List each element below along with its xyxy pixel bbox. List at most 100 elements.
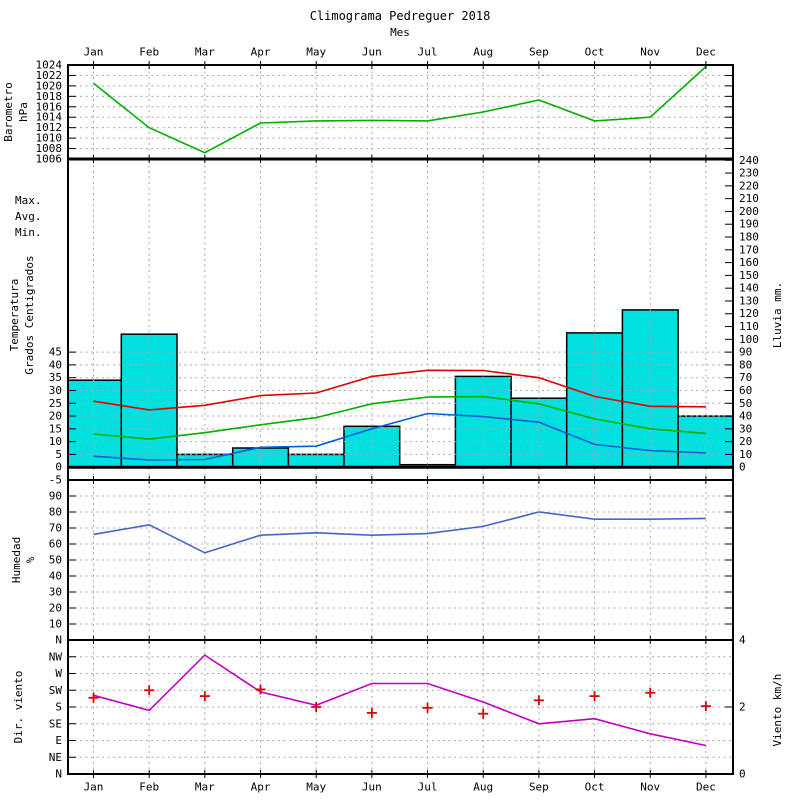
month-label-bottom: Feb <box>139 781 159 794</box>
wind-dir-tick-label: W <box>55 667 62 680</box>
rain-tick-label: 120 <box>739 307 759 320</box>
month-label-top: Apr <box>251 46 271 59</box>
rain-tick-label: 200 <box>739 205 759 218</box>
pressure-tick-label: 1020 <box>36 79 63 92</box>
rain-tick-label: 190 <box>739 218 759 231</box>
rain-tick-label: 60 <box>739 384 752 397</box>
humidity-ylabel-line2: % <box>24 556 37 563</box>
wind-dir-tick-label: N <box>55 768 62 781</box>
temp-tick-label: 35 <box>49 371 62 384</box>
pressure-tick-label: 1018 <box>36 90 63 103</box>
month-label-top: Aug <box>473 46 493 59</box>
month-label-top: Feb <box>139 46 159 59</box>
wind-dir-tick-label: SW <box>49 684 63 697</box>
month-label-top: Dec <box>696 46 716 59</box>
pressure-tick-label: 1022 <box>36 69 63 82</box>
temp-tick-label: 45 <box>49 346 62 359</box>
legend-avg-label: Avg. <box>15 210 42 223</box>
month-label-bottom: Sep <box>529 781 549 794</box>
rain-tick-label: 0 <box>739 461 746 474</box>
pressure-tick-label: 1012 <box>36 121 63 134</box>
legend-min-label: Min. <box>15 226 42 239</box>
month-label-top: May <box>306 46 326 59</box>
wind-dir-tick-label: NE <box>49 751 62 764</box>
temp-max-line <box>93 369 706 411</box>
humidity-line <box>93 511 706 554</box>
barometer-line <box>93 66 707 154</box>
rain-tick-label: 150 <box>739 269 759 282</box>
rain-tick-label: 70 <box>739 371 752 384</box>
x-axis-title: Mes <box>390 26 410 39</box>
humidity-tick-label: 50 <box>49 554 62 567</box>
temperature-ylabel-line1: Temperatura <box>8 279 21 352</box>
humidity-tick-label: 20 <box>49 602 62 615</box>
rain-tick-label: 180 <box>739 231 759 244</box>
wind-dir-tick-label: NW <box>49 650 63 663</box>
wind-speed-ylabel: Viento km/h <box>771 674 784 747</box>
wind-dir-tick-label: SE <box>49 717 62 730</box>
humidity-tick-label: 30 <box>49 586 62 599</box>
temp-avg-line <box>93 395 706 440</box>
month-label-bottom: Jul <box>418 781 438 794</box>
temp-tick-label: 15 <box>49 422 62 435</box>
humidity-tick-label: 70 <box>49 522 62 535</box>
month-label-top: Oct <box>585 46 605 59</box>
rain-bar-May <box>287 453 345 468</box>
rain-tick-label: 80 <box>739 358 752 371</box>
rain-tick-label: 240 <box>739 154 759 167</box>
wind-speed-tick-label: 4 <box>739 634 746 647</box>
month-label-bottom: Oct <box>585 781 605 794</box>
rain-tick-label: 10 <box>739 448 752 461</box>
rain-tick-label: 220 <box>739 179 759 192</box>
month-label-top: Jun <box>362 46 382 59</box>
wind-dir-tick-label: N <box>55 634 62 647</box>
rain-tick-label: 140 <box>739 282 759 295</box>
month-label-bottom: Mar <box>195 781 215 794</box>
rain-tick-label: 170 <box>739 243 759 256</box>
rain-tick-label: 40 <box>739 410 752 423</box>
humidity-tick-label: 40 <box>49 570 62 583</box>
chart-title: Climograma Pedreguer 2018 <box>310 9 491 23</box>
pressure-tick-label: 1008 <box>36 142 63 155</box>
humidity-tick-label: 60 <box>49 538 62 551</box>
rain-tick-label: 30 <box>739 422 752 435</box>
month-label-top: Sep <box>529 46 549 59</box>
rain-tick-label: 90 <box>739 346 752 359</box>
wind-direction-ylabel: Dir. viento <box>12 671 25 744</box>
pressure-tick-label: 1024 <box>36 59 63 72</box>
series-layer <box>93 66 707 747</box>
temp-tick-label: 10 <box>49 435 62 448</box>
wind-speed-tick-label: 2 <box>739 701 746 714</box>
temp-tick-label: 0 <box>55 461 62 474</box>
temp-tick-label: 5 <box>55 448 62 461</box>
pressure-tick-label: 1014 <box>36 111 63 124</box>
rain-bar-Nov <box>621 309 679 468</box>
wind-dir-tick-label: E <box>55 734 62 747</box>
rain-tick-label: 160 <box>739 256 759 269</box>
pressure-tick-label: 1016 <box>36 100 63 113</box>
month-label-bottom: Aug <box>473 781 493 794</box>
barometer-ylabel-line1: Barometro <box>2 82 15 142</box>
rain-tick-label: 110 <box>739 320 759 333</box>
humidity-tick-label: 80 <box>49 506 62 519</box>
humidity-tick-label: 90 <box>49 490 62 503</box>
wind-speed-tick-label: 0 <box>739 768 746 781</box>
month-label-top: Mar <box>195 46 215 59</box>
rain-tick-label: 50 <box>739 397 752 410</box>
rain-bar-Jan <box>67 379 123 468</box>
month-label-top: Jul <box>418 46 438 59</box>
wind-dir-tick-label: S <box>55 701 62 714</box>
rain-tick-label: 20 <box>739 435 752 448</box>
month-label-bottom: Apr <box>251 781 271 794</box>
month-label-top: Nov <box>640 46 660 59</box>
grid-layer <box>69 66 732 773</box>
tick-layer <box>68 61 733 778</box>
rain-ylabel: Lluvia mm. <box>771 282 784 348</box>
temp-tick-label: -5 <box>49 474 62 487</box>
month-label-bottom: Jan <box>84 781 104 794</box>
temp-tick-label: 30 <box>49 384 62 397</box>
temp-tick-label: 20 <box>49 410 62 423</box>
month-label-bottom: Jun <box>362 781 382 794</box>
